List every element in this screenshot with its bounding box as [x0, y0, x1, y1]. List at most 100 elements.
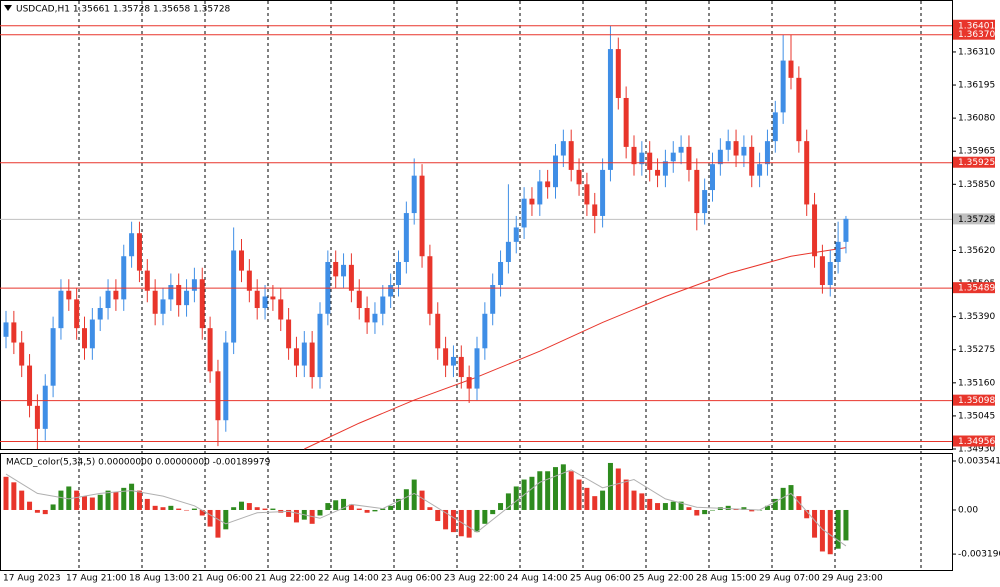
candle-body [317, 313, 323, 378]
candle-body [160, 299, 166, 314]
candle-body [152, 290, 158, 314]
candle-body [129, 233, 135, 257]
candle-body [529, 198, 535, 205]
candle-body [223, 342, 229, 421]
macd-bar [450, 509, 456, 533]
y-tick-label: 1.35850 [958, 180, 995, 190]
macd-bar [427, 507, 433, 510]
candle-body [333, 261, 339, 277]
macd-bar [780, 487, 786, 510]
macd-bar [584, 487, 590, 510]
macd-bar [553, 467, 558, 510]
x-tick-label: 29 Aug 07:00 [759, 574, 820, 584]
macd-bar [396, 498, 401, 510]
y-tick-label: 1.35160 [958, 378, 995, 388]
macd-bar [121, 487, 127, 510]
level-label: 1.35489 [958, 284, 995, 294]
candle-body [246, 270, 252, 291]
macd-bar [262, 508, 268, 510]
candle-body [74, 299, 80, 329]
level-tag [953, 282, 995, 294]
macd-bar [388, 505, 394, 510]
macd-bar [333, 500, 339, 510]
candle-body [725, 141, 731, 150]
x-tick-label: 22 Aug 14:00 [318, 574, 379, 584]
candle-body [788, 60, 794, 78]
candle-body [364, 308, 370, 323]
candle-body [121, 256, 127, 300]
candle-body [772, 112, 778, 142]
candle-body [144, 270, 150, 291]
candle-body [749, 146, 755, 176]
candle-body [105, 290, 111, 309]
macd-bar [246, 503, 252, 510]
macd-bar [466, 509, 472, 538]
macd-bar [105, 490, 111, 510]
macd-bar [623, 479, 629, 510]
candle-body [835, 241, 841, 262]
candle-body [458, 356, 464, 378]
macd-bar [191, 508, 197, 510]
candle-body [655, 169, 661, 176]
moving-average [304, 247, 847, 450]
candle-body [89, 319, 95, 349]
candle-body [757, 164, 763, 176]
macd-bar [647, 498, 653, 510]
macd-bar [686, 507, 692, 510]
macd-bar [168, 505, 174, 510]
macd-bar [19, 490, 25, 510]
candle-body [239, 250, 244, 271]
level-tag [953, 435, 995, 447]
candle-body [301, 342, 307, 366]
macd-bar [662, 503, 668, 510]
macd-bar [129, 483, 135, 510]
macd-bar [144, 498, 150, 510]
candle-body [710, 164, 715, 191]
candle-body [662, 161, 668, 176]
candle-body [686, 146, 692, 170]
candle-body [498, 261, 504, 286]
macd-bar [843, 509, 849, 541]
candle-body [474, 348, 480, 389]
macd-bar [160, 507, 166, 510]
candle-body [403, 213, 409, 262]
candle-body [341, 264, 347, 277]
macd-bar [576, 479, 582, 510]
y-tick-label: 1.36080 [958, 114, 995, 124]
macd-bar [592, 496, 598, 510]
candle-body [286, 319, 292, 349]
macd-bar [607, 462, 613, 510]
candle-body [270, 296, 276, 300]
y-tick-label: 1.35275 [958, 345, 995, 355]
candle-body [136, 233, 142, 271]
candle-body [443, 348, 449, 366]
price-label: 1.35728 [958, 215, 995, 225]
y-tick-label: 1.35620 [958, 246, 995, 256]
macd-bar [560, 464, 566, 510]
macd-bar [529, 476, 535, 510]
macd-bar [819, 509, 825, 552]
x-tick-label: 29 Aug 23:00 [822, 574, 883, 584]
macd-bar [403, 489, 409, 510]
candle-body [191, 279, 197, 291]
candle-body [537, 181, 543, 205]
candle-body [843, 218, 849, 242]
candle-body [19, 342, 25, 366]
candle-body [670, 152, 676, 162]
macd-bar [58, 490, 64, 510]
macd-bar [631, 490, 637, 510]
x-tick-label: 28 Aug 15:00 [696, 574, 757, 584]
macd-bar [11, 482, 17, 510]
candle-body [207, 328, 213, 372]
candle-body [411, 175, 417, 214]
macd-bar [435, 509, 441, 522]
level-label: 1.35098 [958, 396, 995, 406]
candle-body [764, 141, 770, 165]
menu-arrow[interactable] [4, 5, 12, 11]
candle-body [678, 146, 684, 153]
macd-bar [42, 509, 48, 515]
macd-bar [694, 509, 700, 516]
candle-body [199, 279, 205, 329]
macd-bar [286, 509, 292, 517]
level-tag [953, 19, 995, 31]
